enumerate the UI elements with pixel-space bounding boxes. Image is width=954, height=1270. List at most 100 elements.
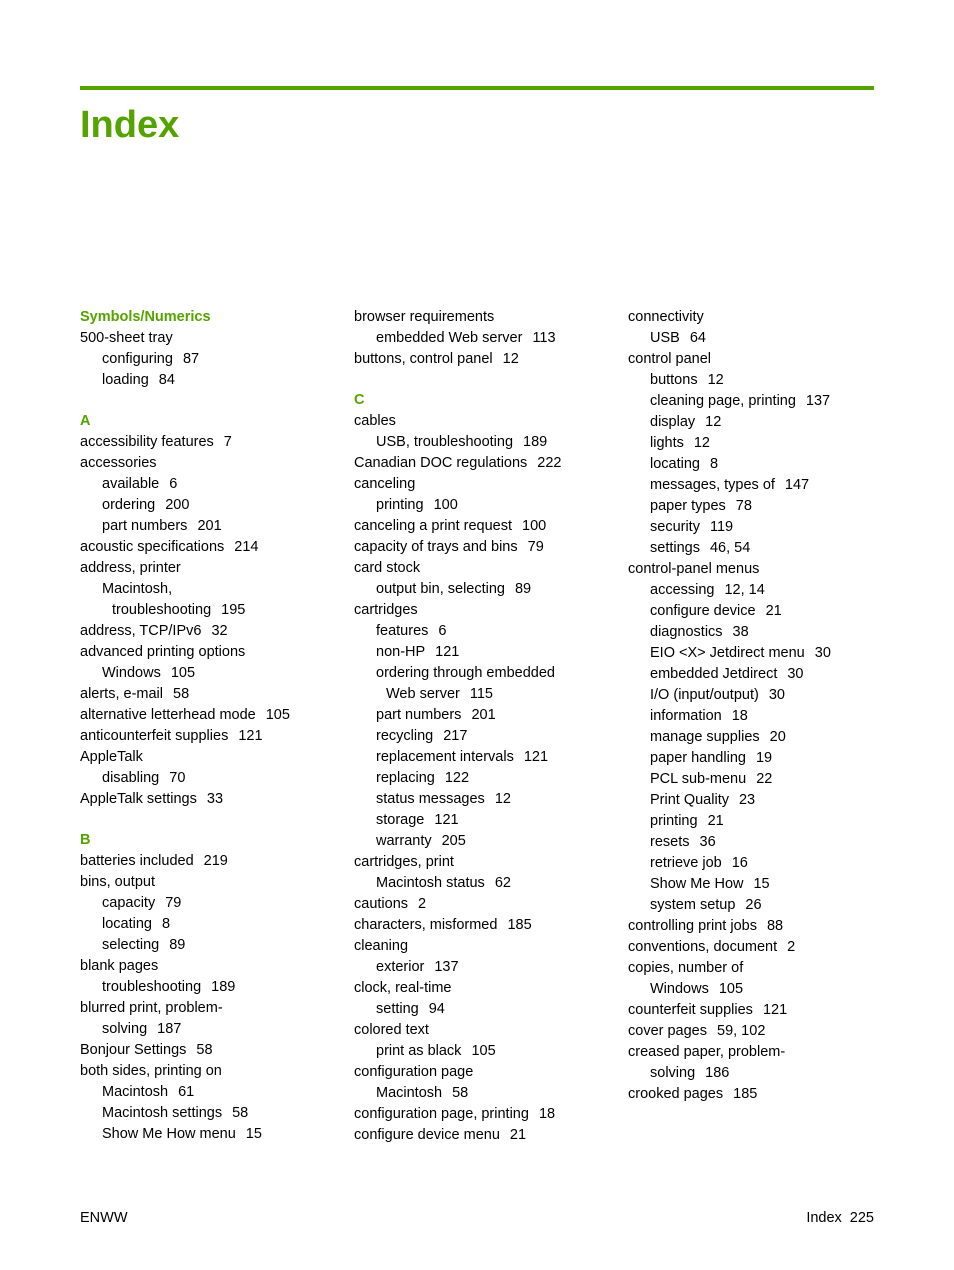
index-entry-pages: 100 <box>522 518 546 534</box>
index-entry-text: printing <box>376 497 424 513</box>
index-entry-pages: 15 <box>246 1126 262 1142</box>
index-entry: canceling <box>354 474 600 495</box>
index-entry-pages: 12 <box>503 351 519 367</box>
index-entry: blank pages <box>80 956 326 977</box>
index-entry-text: buttons <box>650 372 698 388</box>
index-entry-text: configuring <box>102 351 173 367</box>
index-entry-pages: 32 <box>211 623 227 639</box>
index-entry: canceling a print request100 <box>354 516 600 537</box>
index-entry-text: warranty <box>376 833 432 849</box>
index-entry-text: loading <box>102 372 149 388</box>
index-entry-text: control-panel menus <box>628 561 759 577</box>
index-entry: configure device menu 21 <box>354 1125 600 1146</box>
index-entry: Macintosh58 <box>354 1083 600 1104</box>
index-entry-pages: 62 <box>495 875 511 891</box>
index-entry-text: Macintosh <box>376 1085 442 1101</box>
index-entry: characters, misformed185 <box>354 915 600 936</box>
index-entry-text: diagnostics <box>650 624 723 640</box>
index-entry: ordering200 <box>80 495 326 516</box>
index-entry-pages: 36 <box>700 834 716 850</box>
index-entry-pages: 121 <box>763 1002 787 1018</box>
index-entry-pages: 58 <box>173 686 189 702</box>
index-entry: PCL sub-menu22 <box>628 769 874 790</box>
index-entry-text: cartridges <box>354 602 418 618</box>
index-entry: cover pages59, 102 <box>628 1021 874 1042</box>
index-entry-text: output bin, selecting <box>376 581 505 597</box>
index-entry-text: manage supplies <box>650 729 760 745</box>
index-entry-text: capacity of trays and bins <box>354 539 518 555</box>
index-entry: browser requirements <box>354 307 600 328</box>
page-title: Index <box>80 104 874 147</box>
index-entry: troubleshooting195 <box>80 600 326 621</box>
index-entry: advanced printing options <box>80 642 326 663</box>
footer-right: Index225 <box>806 1210 874 1226</box>
index-column: Symbols/Numerics 500-sheet tray configurin… <box>80 307 326 1146</box>
index-entry-pages: 214 <box>234 539 258 555</box>
index-entry-pages: 30 <box>787 666 803 682</box>
index-entry-text: paper types <box>650 498 726 514</box>
index-entry: capacity79 <box>80 893 326 914</box>
index-entry-text: crooked pages <box>628 1086 723 1102</box>
index-entry: Windows105 <box>628 979 874 1000</box>
index-entry: EIO <X> Jetdirect menu 30 <box>628 643 874 664</box>
index-entry-text: cleaning <box>354 938 408 954</box>
index-entry: Print Quality23 <box>628 790 874 811</box>
index-entry-text: part numbers <box>376 707 461 723</box>
index-entry-text: status messages <box>376 791 485 807</box>
index-entry-pages: 105 <box>471 1043 495 1059</box>
index-entry-text: exterior <box>376 959 424 975</box>
index-entry-text: retrieve job <box>650 855 722 871</box>
index-entry: batteries included219 <box>80 851 326 872</box>
index-entry-text: configure device menu <box>354 1127 500 1143</box>
index-entry: configure device21 <box>628 601 874 622</box>
index-entry: bins, output <box>80 872 326 893</box>
section-heading: Symbols/Numerics <box>80 307 326 328</box>
index-entry-text: Canadian DOC regulations <box>354 455 527 471</box>
section-heading: B <box>80 830 326 851</box>
index-entry-text: system setup <box>650 897 735 913</box>
section-heading: C <box>354 390 600 411</box>
index-entry: available6 <box>80 474 326 495</box>
index-entry-text: card stock <box>354 560 420 576</box>
index-entry-text: I/O (input/output) <box>650 687 759 703</box>
index-entry-pages: 30 <box>815 645 831 661</box>
index-entry: accessories <box>80 453 326 474</box>
index-entry-pages: 64 <box>690 330 706 346</box>
index-entry-pages: 21 <box>510 1127 526 1143</box>
index-entry: address, TCP/IPv632 <box>80 621 326 642</box>
index-entry-text: selecting <box>102 937 159 953</box>
index-entry-pages: 119 <box>710 519 733 535</box>
index-entry: lights12 <box>628 433 874 454</box>
index-columns: Symbols/Numerics 500-sheet tray configurin… <box>80 307 874 1146</box>
index-entry-text: counterfeit supplies <box>628 1002 753 1018</box>
index-entry-text: advanced printing options <box>80 644 245 660</box>
index-entry-text: 500-sheet tray <box>80 330 173 346</box>
index-entry-pages: 84 <box>159 372 175 388</box>
index-entry-pages: 33 <box>207 791 223 807</box>
index-entry-text: resets <box>650 834 690 850</box>
index-entry-pages: 87 <box>183 351 199 367</box>
index-entry-text: anticounterfeit supplies <box>80 728 228 744</box>
index-entry-text: EIO <X> Jetdirect menu <box>650 645 805 661</box>
index-entry-pages: 137 <box>434 959 458 975</box>
index-entry-pages: 185 <box>507 917 531 933</box>
index-entry-pages: 89 <box>169 937 185 953</box>
index-entry-text: solving <box>102 1021 147 1037</box>
index-entry-text: blank pages <box>80 958 158 974</box>
index-entry-text: locating <box>650 456 700 472</box>
index-entry-pages: 58 <box>196 1042 212 1058</box>
index-entry-pages: 121 <box>524 749 548 765</box>
index-entry: security119 <box>628 517 874 538</box>
index-entry-text: Print Quality <box>650 792 729 808</box>
index-entry: 500-sheet tray <box>80 328 326 349</box>
index-entry-text: controlling print jobs <box>628 918 757 934</box>
index-entry-text: messages, types of <box>650 477 775 493</box>
index-entry-pages: 16 <box>732 855 748 871</box>
index-entry: connectivity <box>628 307 874 328</box>
index-entry-pages: 8 <box>162 916 170 932</box>
index-entry: retrieve job 16 <box>628 853 874 874</box>
index-entry-pages: 205 <box>442 833 466 849</box>
index-entry-text: replacement intervals <box>376 749 514 765</box>
document-page: Index Symbols/Numerics 500-sheet tray conf… <box>0 0 954 1270</box>
index-entry: warranty 205 <box>354 831 600 852</box>
